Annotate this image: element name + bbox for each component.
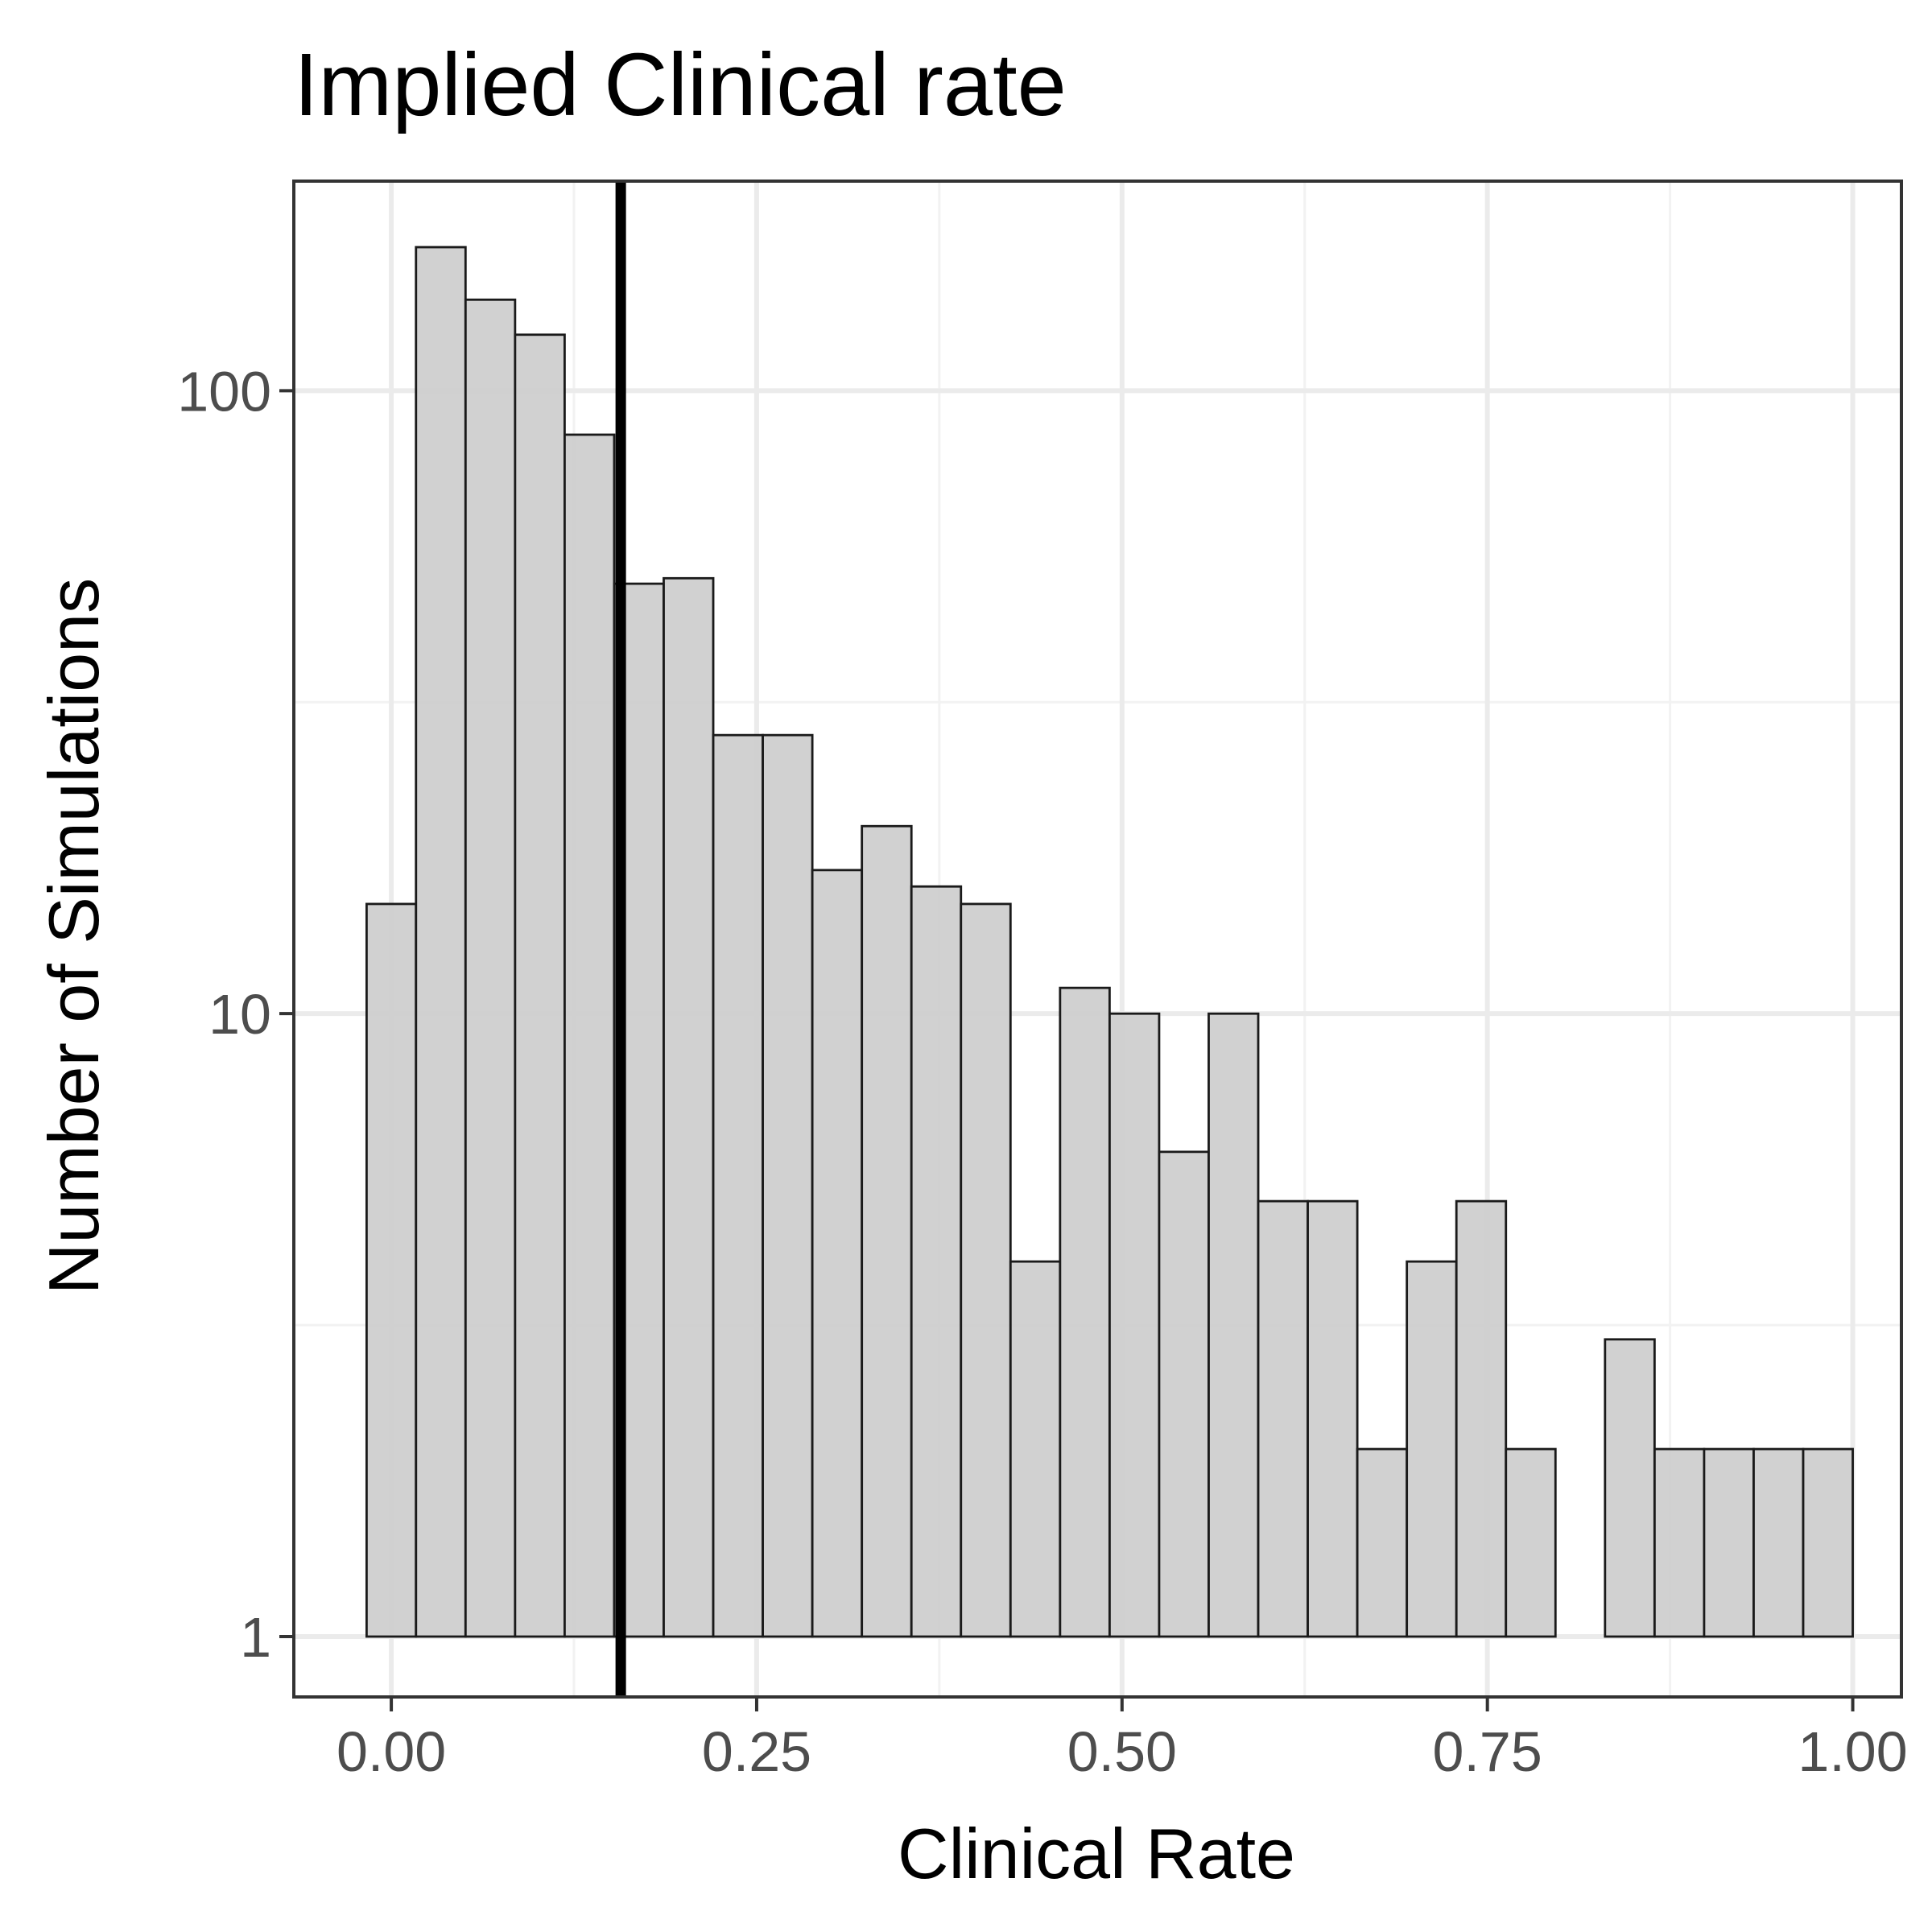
y-tick-label: 100 xyxy=(177,360,271,423)
histogram-bar xyxy=(1455,1199,1508,1638)
histogram-bar xyxy=(514,333,566,1638)
histogram-bar xyxy=(1653,1447,1706,1638)
histogram-bar xyxy=(811,869,864,1638)
histogram-bars xyxy=(365,246,1854,1638)
x-tick-label: 0.75 xyxy=(1433,1720,1542,1783)
histogram-bar xyxy=(1009,1260,1062,1638)
histogram-bar xyxy=(1356,1447,1409,1638)
histogram-bar xyxy=(1307,1199,1359,1638)
histogram-bar xyxy=(1406,1260,1458,1638)
histogram-bar xyxy=(1802,1447,1854,1638)
histogram-bar xyxy=(762,733,814,1638)
histogram-bar xyxy=(1752,1447,1805,1638)
x-tick-label: 0.50 xyxy=(1067,1720,1177,1783)
y-tick-label: 1 xyxy=(240,1606,271,1669)
histogram-bar xyxy=(663,576,715,1638)
x-axis: 0.00 0.25 0.50 0.75 1.00 xyxy=(336,1697,1908,1783)
histogram-bar xyxy=(910,885,963,1638)
x-tick-label: 1.00 xyxy=(1798,1720,1907,1783)
histogram-bar xyxy=(1158,1150,1210,1638)
y-axis-title: Number of Simulations xyxy=(34,578,114,1294)
x-tick-label: 0.00 xyxy=(336,1720,446,1783)
histogram-bar xyxy=(564,433,616,1638)
y-axis: 1 10 100 xyxy=(177,360,294,1669)
histogram-bar xyxy=(960,902,1012,1638)
chart-title: Implied Clinical rate xyxy=(294,35,1067,134)
histogram-bar xyxy=(1257,1199,1309,1638)
histogram-bar xyxy=(712,733,764,1638)
y-tick-label: 10 xyxy=(208,983,271,1046)
histogram-bar xyxy=(1059,986,1111,1638)
histogram-bar xyxy=(365,902,418,1638)
x-axis-title: Clinical Rate xyxy=(898,1814,1295,1893)
histogram-bar xyxy=(861,824,913,1638)
histogram-bar xyxy=(1604,1338,1656,1638)
panel-border-layer xyxy=(292,180,1903,1699)
histogram-bar xyxy=(1108,1012,1161,1638)
x-tick-label: 0.25 xyxy=(702,1720,811,1783)
panel-border xyxy=(292,180,1903,1699)
histogram-bar xyxy=(1505,1447,1557,1638)
histogram-bar xyxy=(464,298,517,1638)
histogram-bar xyxy=(1703,1447,1755,1638)
histogram-bar xyxy=(1208,1012,1260,1638)
histogram-bar xyxy=(415,246,467,1638)
